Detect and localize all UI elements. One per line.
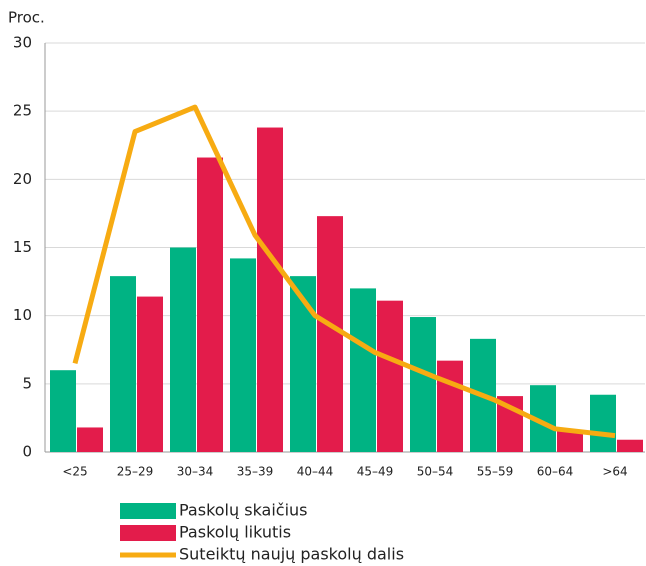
line xyxy=(72,104,616,439)
bar xyxy=(137,296,163,452)
bar xyxy=(77,427,103,452)
x-tick-label: 50–54 xyxy=(417,465,454,479)
bar xyxy=(230,258,256,452)
y-tick-label: 20 xyxy=(13,170,32,188)
y-tick-label: 25 xyxy=(13,102,32,120)
x-tick-label: 25–29 xyxy=(117,465,154,479)
y-tick-label: 30 xyxy=(13,34,32,52)
bar xyxy=(557,430,583,452)
legend-label: Paskolų skaičius xyxy=(179,501,308,520)
bar xyxy=(410,317,436,452)
bar xyxy=(437,360,463,452)
x-tick-label: 35–39 xyxy=(237,465,274,479)
y-tick-label: 15 xyxy=(13,238,32,256)
bar xyxy=(317,216,343,452)
bar xyxy=(50,370,76,452)
legend-label: Paskolų likutis xyxy=(179,523,291,542)
x-tick-label: 45–49 xyxy=(357,465,394,479)
bar xyxy=(257,127,283,452)
legend-label: Suteiktų naujų paskolų dalis xyxy=(179,545,404,564)
bar xyxy=(197,157,223,452)
legend-swatch xyxy=(120,525,176,541)
bar xyxy=(110,276,136,452)
bar xyxy=(170,247,196,452)
x-tick-label: >64 xyxy=(602,465,627,479)
x-tick-label: 30–34 xyxy=(177,465,214,479)
y-tick-label: 5 xyxy=(22,374,32,392)
y-axis-label: Proc. xyxy=(8,9,45,27)
y-tick-label: 0 xyxy=(22,443,32,461)
x-tick-label: <25 xyxy=(62,465,87,479)
bar xyxy=(617,439,643,452)
bar xyxy=(290,276,316,452)
x-tick-label: 55–59 xyxy=(477,465,514,479)
x-tick-label: 60–64 xyxy=(537,465,574,479)
bar xyxy=(377,300,403,452)
bar xyxy=(350,288,376,452)
bar xyxy=(590,394,616,452)
x-tick-label: 40–44 xyxy=(297,465,334,479)
y-tick-label: 10 xyxy=(13,306,32,324)
legend-swatch xyxy=(120,503,176,519)
